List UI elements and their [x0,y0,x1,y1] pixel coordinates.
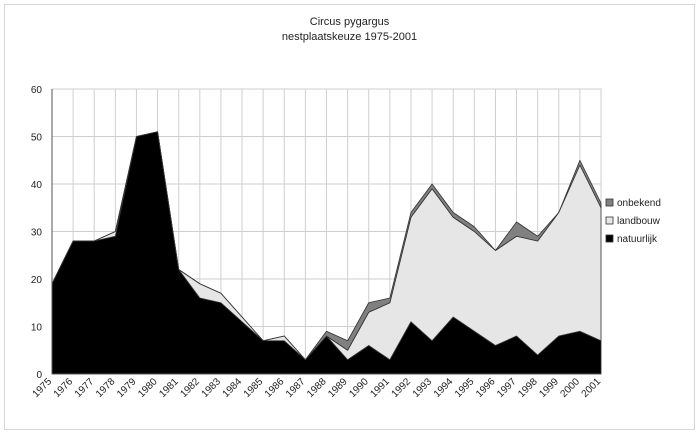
x-tick-label: 1977 [73,376,97,400]
x-tick-label: 1998 [516,376,540,400]
chart-title: Circus pygargus [309,16,390,28]
legend-swatch-landbouw [605,216,614,225]
x-tick-label: 1993 [411,376,435,400]
legend-label-natuurlijk: natuurlijk [617,234,658,245]
chart-subtitle: nestplaatskeuze 1975-2001 [281,31,418,43]
legend-label-landbouw: landbouw [617,216,661,227]
x-tick-label: 1982 [178,376,202,400]
y-tick-label: 30 [31,228,43,239]
x-tick-label: 1999 [537,376,561,400]
x-tick-label: 1991 [368,376,392,400]
x-tick-label: 1990 [347,376,371,400]
x-tick-label: 2001 [580,376,604,400]
legend: onbekend landbouw natuurlijk [605,198,661,245]
x-tick-label: 1992 [390,376,414,400]
x-tick-label: 1980 [136,376,160,400]
area-series-onbekend [51,131,602,361]
x-tick-label: 1989 [326,376,350,400]
x-tick-label: 1988 [305,376,329,400]
x-tick-label: 1986 [263,376,287,400]
y-tick-label: 20 [31,275,43,286]
x-tick-label: 1981 [157,376,181,400]
x-tick-label: 1997 [495,376,519,400]
x-tick-label: 1978 [94,376,118,400]
y-tick-label: 40 [31,180,43,191]
x-tick-label: 1987 [284,376,308,400]
x-tick-label: 1983 [200,376,224,400]
y-tick-label: 50 [31,133,43,144]
legend-swatch-natuurlijk [605,234,614,243]
x-tick-label: 1985 [242,376,266,400]
x-tick-label: 1975 [31,376,55,400]
y-tick-label: 60 [31,85,43,96]
x-tick-label: 2000 [558,376,582,400]
x-tick-label: 1976 [52,376,76,400]
x-tick-label: 1979 [115,376,139,400]
y-tick-label: 0 [36,370,42,381]
legend-swatch-onbekend [605,198,614,207]
legend-label-onbekend: onbekend [617,198,661,209]
x-tick-label: 1984 [221,376,245,400]
x-tick-label: 1996 [474,376,498,400]
y-tick-label: 10 [31,323,43,334]
x-tick-label: 1994 [432,376,456,400]
x-tick-label: 1995 [453,376,477,400]
